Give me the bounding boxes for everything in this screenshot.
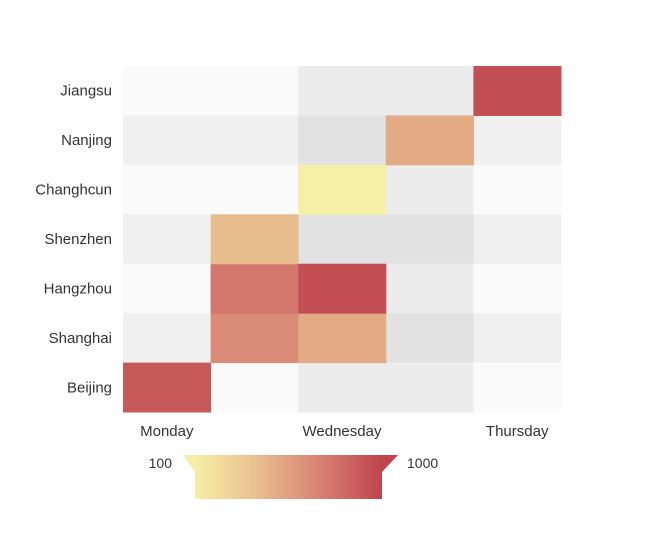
y-tick-label: Hangzhou [44,280,112,297]
split-area-cell [298,214,387,265]
split-area-cell [385,362,474,413]
visual-map[interactable]: 100 1000 [149,455,439,499]
split-area-cell [385,313,474,364]
y-tick-label: Changhcun [35,182,112,199]
y-tick-label: Jiangsu [60,83,112,100]
y-axis-labels: Beijing Shanghai Hangzhou Shenzhen Changhcun… [35,83,112,397]
x-axis-labels: Monday Wednesday Thursday [140,423,549,440]
split-area-cell [298,115,387,166]
y-tick-label: Shanghai [49,330,112,347]
heatmap-cell[interactable] [210,263,299,314]
split-area-cell [385,66,474,116]
visual-map-min-handle[interactable] [183,455,195,472]
split-area-cell [210,164,299,215]
split-area-cell [298,362,387,413]
split-area-cell [298,66,387,116]
x-tick-label: Monday [140,423,194,440]
split-area-cell [473,313,562,364]
split-area-cell [123,115,212,166]
split-area-cell [123,313,212,364]
split-area-cell [473,115,562,166]
heatmap-cell[interactable] [123,362,212,413]
x-tick-label: Wednesday [303,423,382,440]
split-area-cell [385,164,474,215]
split-area-cell [123,164,212,215]
x-tick-label: Thursday [486,423,549,440]
split-area-cell [210,362,299,413]
heatmap-cells [123,66,562,413]
heatmap-cell[interactable] [210,214,299,265]
split-area-cell [123,66,212,116]
heatmap-cell[interactable] [473,66,562,116]
split-area-cell [210,66,299,116]
heatmap-cell[interactable] [298,313,387,364]
heatmap-cell[interactable] [385,115,474,166]
split-area-cell [123,263,212,314]
split-area-cell [385,214,474,265]
y-tick-label: Shenzhen [44,231,112,248]
visual-map-max-label: 1000 [407,455,438,471]
heatmap-cell[interactable] [298,164,387,215]
split-area-cell [473,362,562,413]
split-area-cell [473,164,562,215]
y-tick-label: Nanjing [61,132,112,149]
visual-map-gradient-bar[interactable] [195,455,382,499]
split-area-cell [385,263,474,314]
heatmap-cell[interactable] [298,263,387,314]
split-area-cell [473,263,562,314]
y-tick-label: Beijing [67,379,112,396]
visual-map-min-label: 100 [149,455,173,471]
split-area-cell [473,214,562,265]
heatmap-cell[interactable] [210,313,299,364]
split-area-cell [210,115,299,166]
split-area-cell [123,214,212,265]
visual-map-max-handle[interactable] [382,455,398,472]
